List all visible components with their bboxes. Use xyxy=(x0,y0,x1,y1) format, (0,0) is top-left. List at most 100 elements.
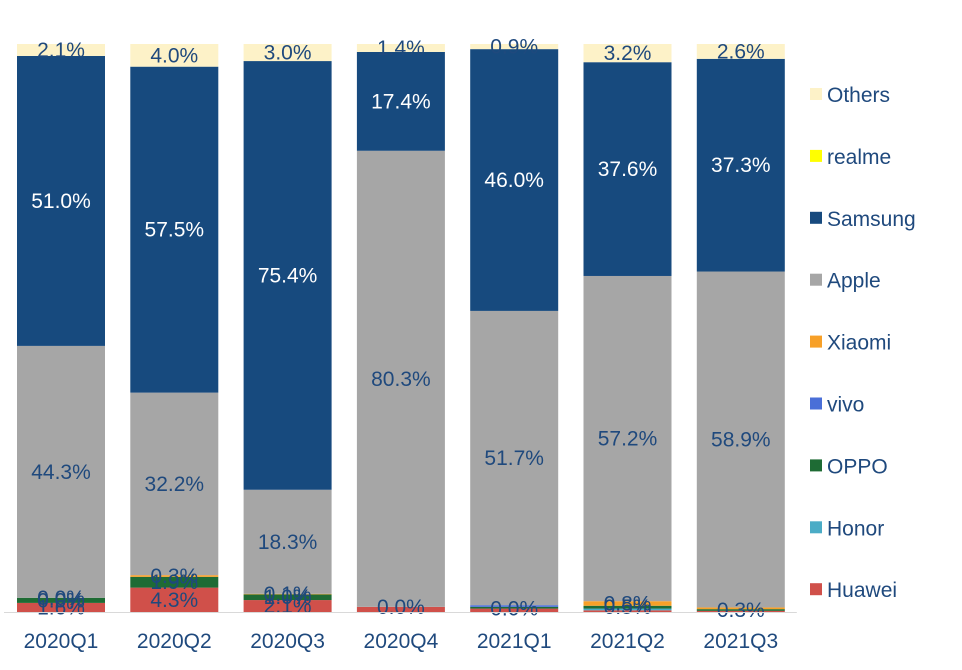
bar-segment-2020q2-huawei xyxy=(130,587,219,612)
data-label-2020q1-vivo: 0.0% xyxy=(37,587,85,610)
data-label-2020q1-samsung: 51.0% xyxy=(31,190,91,213)
data-label-2020q2-samsung: 57.5% xyxy=(145,219,205,242)
bar-segment-2020q4-apple xyxy=(356,150,445,607)
legend-label-vivo: vivo xyxy=(827,394,864,417)
x-axis-ticks: 2020Q1 2020Q2 2020Q3 2020Q4 2021Q1 2021Q2 2021… xyxy=(24,630,779,653)
data-labels-group: 1.6%0.0%0.0%44.3%51.0%2.1%4.3%1.9%0.3%32… xyxy=(31,36,770,622)
bar-segment-2020q3-others xyxy=(243,44,332,62)
legend-item-apple: Apple xyxy=(810,270,881,293)
data-label-2020q3-xiaomi: 0.1% xyxy=(264,583,312,606)
bar-segment-2020q3-samsung xyxy=(243,61,332,490)
legend-label-oppo: OPPO xyxy=(827,455,888,478)
data-label-2021q3-apple: 58.9% xyxy=(711,428,771,451)
x-tick-2021q2: 2021Q2 xyxy=(590,630,665,653)
data-label-2020q3-oppo: 1.0% xyxy=(264,586,312,609)
bar-segment-2020q2-apple xyxy=(130,392,219,576)
bar-segment-2020q4-others xyxy=(356,44,445,52)
bar-segment-2021q1-apple xyxy=(470,310,559,606)
legend-swatch-xiaomi xyxy=(810,335,822,348)
bar-segment-2020q1-samsung xyxy=(17,55,105,346)
data-label-2021q2-apple: 57.2% xyxy=(598,428,658,451)
data-label-2021q2-samsung: 37.6% xyxy=(598,158,658,181)
bar-segment-2021q1-huawei xyxy=(470,608,559,612)
data-label-2021q2-others: 3.2% xyxy=(604,42,652,65)
data-label-2020q2-huawei: 4.3% xyxy=(150,589,198,612)
bar-segment-2021q1-oppo xyxy=(470,606,559,609)
data-label-2021q1-apple: 51.7% xyxy=(484,447,544,470)
legend: Others realme Samsung Apple Xiaomi vivo OPPO Ho… xyxy=(810,84,916,602)
data-label-2020q3-others: 3.0% xyxy=(264,42,312,65)
bar-segment-2020q1-others xyxy=(17,44,105,56)
bar-segment-2021q3-oppo xyxy=(696,609,785,611)
bar-segment-2021q2-huawei xyxy=(583,610,672,612)
bar-segment-2020q2-others xyxy=(130,44,219,67)
bar-segment-2021q3-apple xyxy=(696,271,785,608)
bar-segment-2020q3-oppo xyxy=(243,594,332,601)
legend-item-xiaomi: Xiaomi xyxy=(810,332,891,355)
data-label-2020q4-samsung: 17.4% xyxy=(371,90,431,113)
legend-item-huawei: Huawei xyxy=(810,579,897,602)
data-label-2021q1-honor: 0.0% xyxy=(490,598,538,621)
bar-segment-2020q1-oppo xyxy=(17,597,105,603)
legend-label-samsung: Samsung xyxy=(827,208,916,231)
data-label-2020q3-samsung: 75.4% xyxy=(258,264,318,287)
data-label-2020q3-apple: 18.3% xyxy=(258,531,318,554)
bar-segment-2021q2-xiaomi xyxy=(583,601,672,606)
data-label-2021q1-others: 0.9% xyxy=(490,36,538,59)
data-label-2021q3-oppo: 0.3% xyxy=(717,599,765,622)
bar-segment-2021q2-oppo xyxy=(583,605,672,609)
legend-item-oppo: OPPO xyxy=(810,455,888,478)
legend-item-honor: Honor xyxy=(810,517,884,540)
bar-segment-2020q4-samsung xyxy=(356,51,445,151)
legend-swatch-samsung xyxy=(810,211,822,224)
bar-segment-2021q2-apple xyxy=(583,275,672,602)
x-tick-2020q4: 2020Q4 xyxy=(364,630,439,653)
bar-segment-2021q1-vivo xyxy=(470,605,559,607)
x-tick-2021q1: 2021Q1 xyxy=(477,630,552,653)
data-label-2020q1-apple: 44.3% xyxy=(31,461,91,484)
data-label-2020q2-apple: 32.2% xyxy=(145,473,205,496)
bar-segment-2021q3-huawei xyxy=(696,610,785,612)
data-label-2020q4-honor: 0.0% xyxy=(377,596,425,619)
bar-segment-2020q1-huawei xyxy=(17,602,105,612)
x-tick-2020q2: 2020Q2 xyxy=(137,630,212,653)
legend-swatch-realme xyxy=(810,149,822,162)
legend-label-honor: Honor xyxy=(827,517,884,540)
data-label-2020q2-xiaomi: 0.3% xyxy=(150,565,198,588)
bar-segment-2021q2-honor xyxy=(583,608,672,611)
bar-segment-2021q2-others xyxy=(583,44,672,63)
legend-swatch-honor xyxy=(810,521,822,534)
data-label-2021q2-xiaomi: 0.8% xyxy=(604,592,652,615)
bar-segment-2020q1-apple xyxy=(17,345,105,598)
bars-group xyxy=(17,44,785,612)
data-label-2020q1-others: 2.1% xyxy=(37,39,85,62)
legend-item-others: Others xyxy=(810,84,890,107)
legend-label-huawei: Huawei xyxy=(827,579,897,602)
data-label-2020q2-others: 4.0% xyxy=(150,44,198,67)
legend-swatch-huawei xyxy=(810,583,822,596)
bar-segment-2021q1-samsung xyxy=(470,49,559,311)
data-label-2021q3-samsung: 37.3% xyxy=(711,154,771,177)
bar-segment-2020q3-apple xyxy=(243,489,332,594)
x-tick-2020q1: 2020Q1 xyxy=(24,630,99,653)
bar-segment-2020q3-xiaomi xyxy=(243,593,332,595)
data-label-2021q2-oppo: 0.5% xyxy=(604,596,652,619)
data-label-2020q1-oppo: 0.0% xyxy=(37,589,85,612)
legend-label-xiaomi: Xiaomi xyxy=(827,332,891,355)
bar-segment-2020q2-oppo xyxy=(130,576,219,588)
x-tick-2021q3: 2021Q3 xyxy=(703,630,778,653)
data-label-2020q2-oppo: 1.9% xyxy=(150,571,198,594)
data-label-2021q1-samsung: 46.0% xyxy=(484,169,544,192)
legend-item-vivo: vivo xyxy=(810,394,864,417)
legend-label-apple: Apple xyxy=(827,270,881,293)
bar-segment-2020q2-samsung xyxy=(130,66,219,393)
bar-segment-2020q4-huawei xyxy=(356,606,445,612)
data-label-2021q3-others: 2.6% xyxy=(717,40,765,63)
bar-segment-2021q3-samsung xyxy=(696,58,785,272)
legend-swatch-oppo xyxy=(810,459,822,472)
bar-segment-2021q3-xiaomi xyxy=(696,607,785,610)
bar-segment-2020q3-huawei xyxy=(243,600,332,612)
legend-item-samsung: Samsung xyxy=(810,208,916,231)
bar-segment-2021q2-samsung xyxy=(583,62,672,276)
